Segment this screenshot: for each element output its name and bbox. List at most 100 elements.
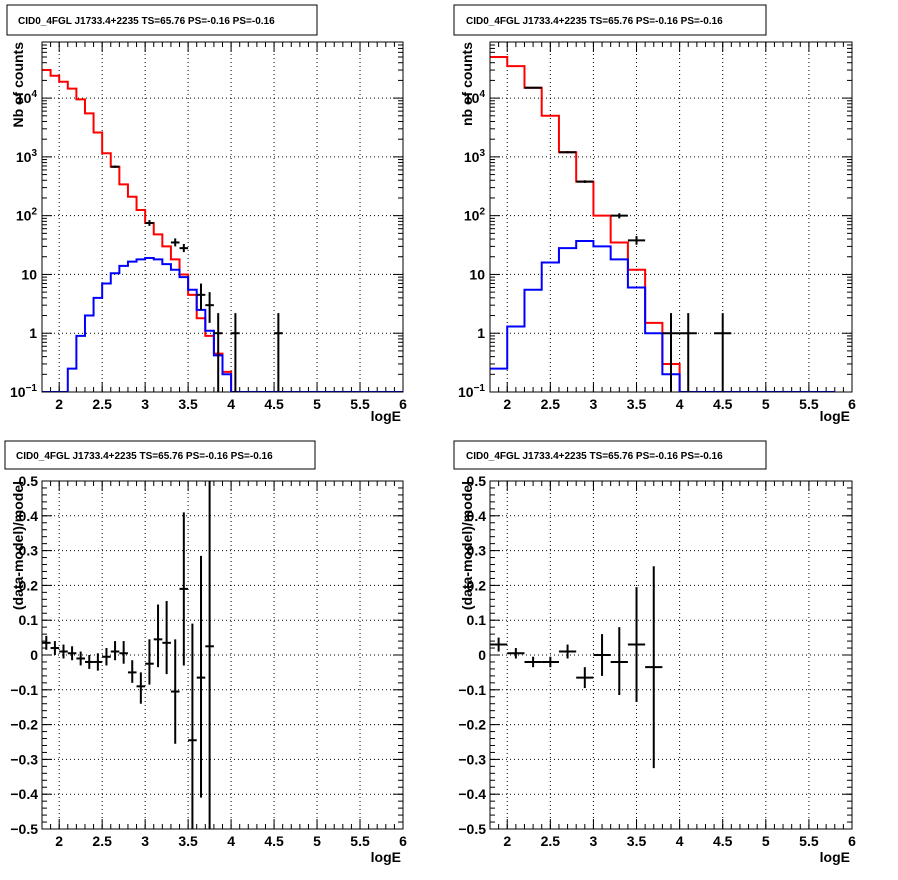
data-point: [102, 648, 111, 666]
x-tick-label: 5: [313, 396, 321, 412]
y-tick-label: 0.4: [19, 508, 39, 524]
data-point: [179, 243, 189, 253]
y-tick-label: −0.2: [10, 717, 38, 733]
data-point: [170, 639, 180, 744]
y-tick-label: −0.3: [10, 751, 38, 767]
data-point: [84, 655, 94, 669]
y-tick-label: 0.3: [467, 543, 487, 559]
x-tick-label: 6: [399, 396, 407, 412]
x-tick-label: 4.5: [264, 833, 284, 849]
y-tick-label: 0.5: [467, 473, 487, 489]
data-point: [127, 660, 137, 683]
data-point: [162, 601, 171, 675]
data-point: [576, 667, 594, 689]
data-point: [145, 639, 154, 685]
x-tick-label: 2.5: [92, 833, 112, 849]
panel-bottom-left: CID0_4FGL J1733.4+2235 TS=65.76 PS=-0.16…: [4, 440, 407, 865]
data-point: [558, 644, 577, 659]
y-tick-label: 0.2: [19, 577, 39, 593]
data-point: [541, 656, 559, 668]
y-axis-label: (data-model)/model: [10, 481, 26, 610]
data-point: [119, 641, 128, 664]
x-tick-label: 5.5: [799, 396, 819, 412]
data-point: [145, 220, 154, 226]
data-point: [196, 283, 206, 310]
x-tick-label: 2.5: [541, 396, 561, 412]
y-tick-label: 0: [478, 647, 486, 663]
y-tick-label: 103: [464, 148, 486, 165]
series-model-source: [490, 240, 835, 392]
y-tick-label: −0.3: [458, 751, 486, 767]
x-axis-label: logE: [820, 849, 850, 865]
x-tick-label: 5.5: [350, 833, 370, 849]
y-tick-label: −0.4: [10, 786, 38, 802]
data-point: [274, 313, 283, 392]
data-point: [490, 637, 508, 652]
data-point: [231, 313, 240, 392]
data-point: [179, 512, 189, 666]
data-point: [50, 641, 60, 655]
x-tick-label: 5: [313, 833, 321, 849]
plot-frame: [41, 41, 404, 393]
y-tick-label: 102: [464, 207, 486, 224]
y-tick-label: −0.4: [458, 786, 486, 802]
y-axis-label: (data-model)/model: [459, 481, 475, 610]
data-point: [593, 634, 611, 676]
data-point: [679, 313, 697, 392]
y-tick-label: 103: [16, 148, 38, 165]
y-tick-label: −0.5: [10, 821, 38, 837]
x-tick-label: 2: [55, 833, 63, 849]
data-point: [645, 566, 663, 769]
data-point: [205, 292, 214, 323]
series-model-total: [42, 69, 403, 392]
y-tick-label: 0: [30, 647, 38, 663]
y-tick-label: 0.1: [19, 612, 39, 628]
x-tick-label: 5: [762, 833, 770, 849]
y-tick-label: 10−1: [458, 383, 485, 400]
x-tick-label: 4.5: [264, 396, 284, 412]
x-tick-label: 6: [848, 396, 856, 412]
plot-area: 10−1 1 10 102 103 104 2 2.5 3 3.5 4 4.5 5 5.5 6: [10, 41, 407, 412]
data-point: [610, 213, 628, 219]
data-point: [76, 651, 85, 666]
plot-frame: [41, 480, 404, 830]
data-point: [170, 238, 180, 247]
title-box: [6, 4, 318, 36]
x-tick-label: 4.5: [713, 396, 733, 412]
data-point: [188, 623, 197, 829]
data-point: [213, 313, 223, 392]
data-point: [558, 151, 577, 154]
data-point: [110, 165, 120, 168]
data-point: [59, 644, 68, 659]
plot-frame: [489, 480, 853, 830]
x-tick-label: 2: [503, 833, 511, 849]
x-tick-label: 2.5: [92, 396, 112, 412]
x-tick-label: 4: [676, 396, 684, 412]
chart-title: CID0_4FGL J1733.4+2235 TS=65.76 PS=-0.16…: [16, 451, 273, 462]
data-layer: [42, 481, 214, 829]
chart-title: CID0_4FGL J1733.4+2235 TS=65.76 PS=-0.16…: [466, 451, 723, 462]
data-point: [576, 180, 594, 183]
y-tick-label: 1: [477, 325, 485, 341]
y-tick-label: 102: [16, 207, 38, 224]
x-tick-label: 3: [141, 396, 149, 412]
y-tick-label: 0.3: [19, 543, 39, 559]
y-tick-label: −0.5: [458, 821, 486, 837]
plot-area: −0.5 −0.4 −0.3 −0.2 −0.1 0 0.1 0.2 0.3 0.4 0.5 2 2.5…: [458, 473, 856, 849]
x-tick-label: 3: [141, 833, 149, 849]
x-axis-label: logE: [371, 408, 401, 424]
x-axis-label: logE: [371, 849, 401, 865]
data-point: [524, 656, 542, 668]
x-tick-label: 3.5: [178, 396, 198, 412]
x-tick-label: 3: [590, 833, 598, 849]
data-point: [110, 641, 120, 661]
panel-top-right: CID0_4FGL J1733.4+2235 TS=65.76 PS=-0.16…: [453, 4, 856, 424]
data-point: [67, 646, 77, 661]
y-tick-label: 10−1: [10, 383, 37, 400]
y-tick-label: 10: [469, 266, 485, 282]
x-tick-label: 6: [848, 833, 856, 849]
x-tick-label: 3.5: [627, 396, 647, 412]
plot-area: −0.5 −0.4 −0.3 −0.2 −0.1 0 0.1 0.2 0.3 0.4 0.5 2 2.5…: [10, 473, 407, 849]
data-layer: [490, 566, 663, 769]
